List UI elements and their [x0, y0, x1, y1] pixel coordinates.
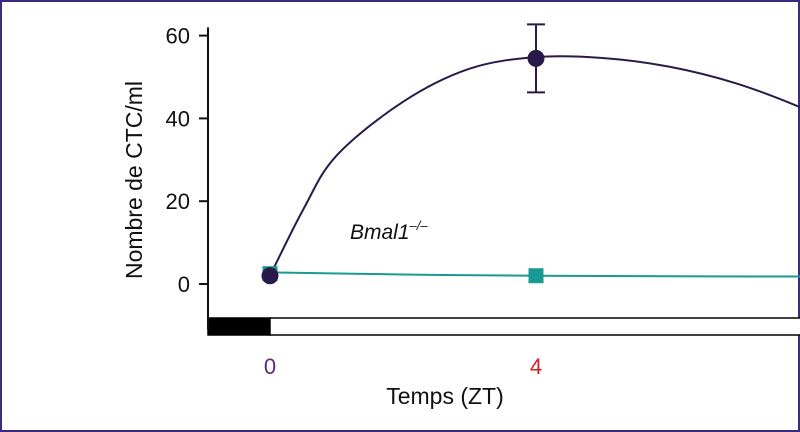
- x-tick-label: 4: [530, 354, 542, 379]
- data-point-circle: [261, 267, 279, 285]
- light-dark-bar: [207, 317, 800, 336]
- bar-segment-dark: [207, 317, 271, 336]
- series-line: [269, 271, 800, 278]
- genotype-annotation: Bmal1–/–: [350, 218, 428, 244]
- y-ticks: 0 20 40 60: [166, 24, 208, 297]
- x-axis-title: Temps (ZT): [386, 383, 504, 409]
- series-line: [269, 55, 800, 277]
- data-point-circle: [527, 49, 545, 67]
- y-tick-label: 20: [166, 189, 190, 214]
- y-tick-label: 40: [166, 106, 190, 131]
- x-ticks: 041216: [264, 354, 542, 379]
- y-tick-label: 0: [178, 272, 190, 297]
- data-point-square: [528, 268, 544, 284]
- y-tick-label: 60: [166, 24, 190, 49]
- y-axis-title: Nombre de CTC/ml: [121, 81, 147, 279]
- bar-segment-light: [269, 317, 800, 336]
- plot-area: [261, 23, 800, 285]
- x-tick-label: 0: [264, 354, 276, 379]
